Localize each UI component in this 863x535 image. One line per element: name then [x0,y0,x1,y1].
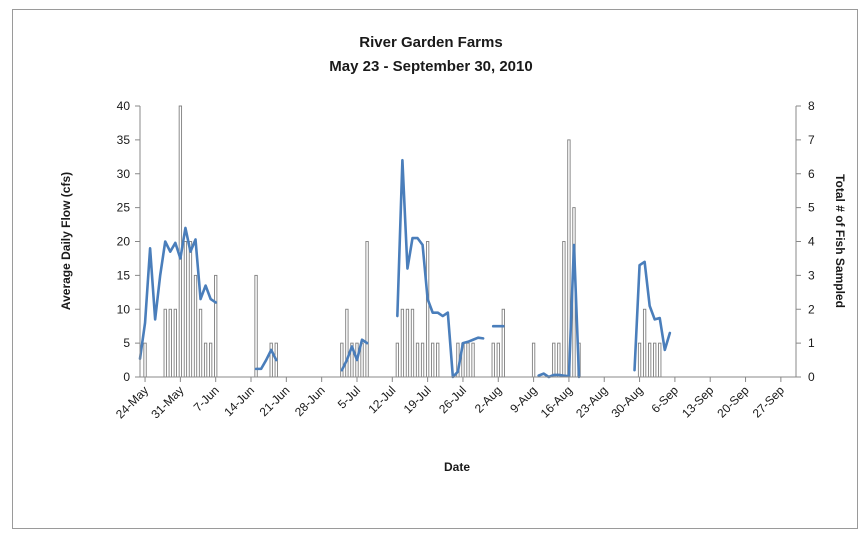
fish-count-bar [552,342,556,378]
fish-count-bar [653,342,657,378]
x-tick-label: 9-Aug [507,383,540,416]
flow-line-segment [537,243,581,379]
fish-count-bar [562,241,566,378]
bars-layer [143,105,662,378]
right-y-tick-label: 8 [808,99,815,113]
x-tick-label: 14-Jun [221,383,257,419]
fish-count-bar [466,342,470,378]
fish-count-bar [410,308,415,378]
fish-count-bar [557,342,561,378]
fish-count-bar [395,342,399,378]
fish-count-bar [496,342,500,378]
x-tick-label: 23-Aug [573,383,610,420]
chart-frame: River Garden Farms May 23 - September 30… [12,9,858,529]
fish-count-bar [471,342,475,378]
fish-count-bar [365,241,369,378]
left-y-tick-label: 5 [123,336,130,350]
flow-line-segment [138,226,217,361]
y-axis-label-left: Average Daily Flow (cfs) [59,172,73,310]
x-tick-label: 20-Sep [714,383,751,420]
fish-count-bar [491,342,495,378]
flow-line-segment [633,260,672,372]
chart-svg: River Garden Farms May 23 - September 30… [59,34,847,474]
fish-count-bar [269,342,273,378]
x-tick-label: 6-Sep [648,383,681,416]
fish-count-bar [648,342,652,378]
right-y-tick-label: 5 [808,201,815,215]
x-tick-label: 16-Aug [538,383,575,420]
y-axis-label-right: Total # of Fish Sampled [833,174,847,308]
fish-count-bar [178,105,183,378]
left-y-ticks: 0 5 10 15 20 25 30 35 40 [117,99,140,384]
fish-count-bar [183,241,188,378]
chart-title: River Garden Farms [359,34,502,51]
left-y-tick-label: 35 [117,133,131,147]
fish-count-bar [405,308,410,378]
fish-count-bar [203,342,208,378]
fish-count-bar [345,308,349,378]
fish-count-bar [254,274,258,378]
fish-count-bar [400,308,405,378]
x-tick-label: 21-Jun [257,383,293,419]
left-y-tick-label: 40 [117,99,131,113]
fish-count-bar [501,308,505,378]
fish-count-bar [188,241,193,378]
fish-count-bar [208,342,213,378]
x-tick-label: 19-Jul [401,383,434,416]
right-y-tick-label: 2 [808,302,815,316]
fish-count-bar [637,342,642,378]
x-tick-label: 30-Aug [608,383,645,420]
fish-count-bar [420,342,425,378]
fish-count-bar [214,274,218,378]
fish-count-bar [163,308,167,378]
fish-count-bar [168,308,172,378]
x-tick-label: 5-Jul [335,383,363,411]
left-y-tick-label: 15 [117,268,131,282]
fish-count-bar [198,308,203,378]
fish-count-bar [415,342,420,378]
right-y-tick-label: 7 [808,133,815,147]
fish-count-bar [436,342,440,378]
axes-layer [139,106,797,378]
flow-line-segment [340,338,369,372]
fish-count-bar [340,342,344,378]
x-tick-label: 26-Jul [436,383,469,416]
x-axis-label: Date [444,460,470,474]
x-tick-label: 2-Aug [472,383,505,416]
x-tick-label: 12-Jul [365,383,398,416]
right-y-ticks: 0 1 2 3 4 5 6 7 8 [796,99,815,384]
right-y-tick-label: 1 [808,336,815,350]
x-tick-label: 31-May [148,383,186,421]
fish-count-bar [193,274,198,378]
left-y-tick-label: 10 [117,302,131,316]
x-tick-label: 28-Jun [292,383,328,419]
chart-subtitle: May 23 - September 30, 2010 [329,58,532,75]
x-tick-label: 27-Sep [750,383,787,420]
flow-line-layer [138,158,672,379]
right-y-tick-label: 3 [808,268,815,282]
flow-line-segment [254,348,278,371]
fish-count-bar [173,308,177,378]
x-tick-label: 13-Sep [679,383,716,420]
x-tick-label: 7-Jun [191,383,222,414]
left-y-tick-label: 25 [117,201,131,215]
right-y-tick-label: 6 [808,167,815,181]
left-y-tick-label: 20 [117,235,131,249]
fish-count-bar [425,241,430,378]
fish-count-bar [531,342,536,378]
fish-count-bar [658,342,662,378]
flow-line-segment [396,158,485,379]
right-y-tick-label: 0 [808,370,815,384]
left-y-tick-label: 0 [123,370,130,384]
x-tick-label: 24-May [113,383,151,421]
left-y-tick-label: 30 [117,167,131,181]
right-y-tick-label: 4 [808,235,815,249]
fish-count-bar [431,342,435,378]
fish-count-bar [143,342,147,378]
fish-count-bar [642,308,647,378]
